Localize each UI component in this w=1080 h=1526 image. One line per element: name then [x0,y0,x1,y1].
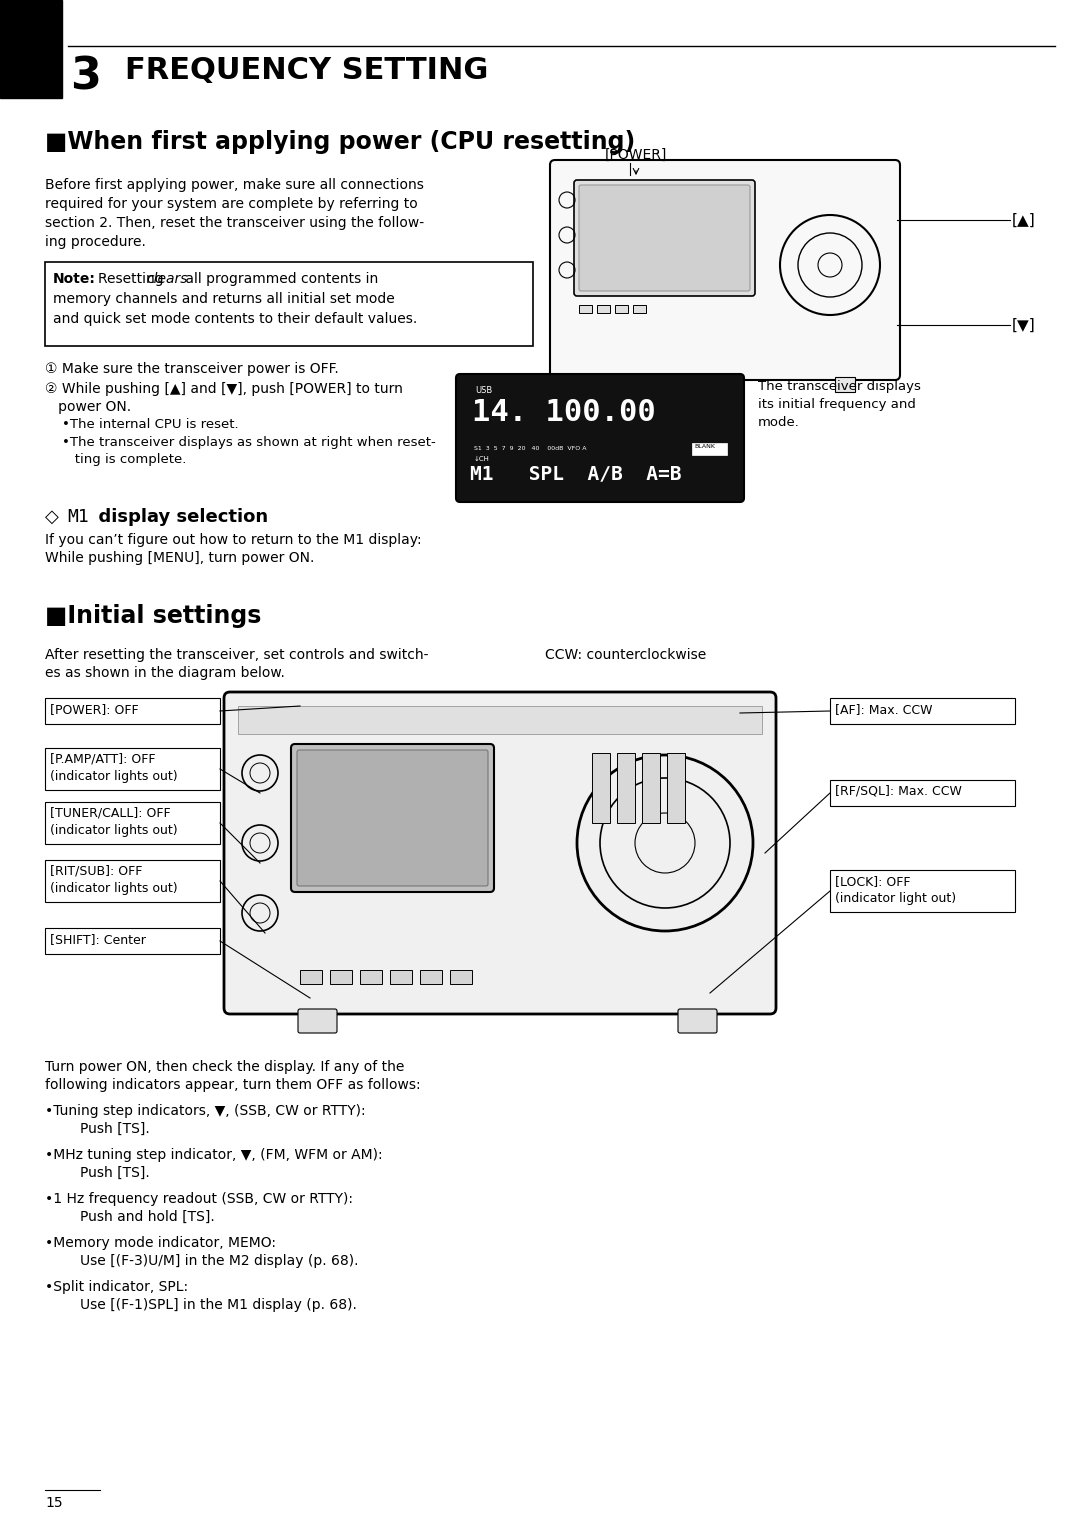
FancyBboxPatch shape [298,1009,337,1033]
Bar [592,752,610,823]
Text: ① Make sure the transceiver power is OFF.: ① Make sure the transceiver power is OFF… [45,362,339,375]
Bar [642,752,660,823]
Bar [600,377,620,392]
Text: Use [(F-3)U∕M] in the M2 display (p. 68).: Use [(F-3)U∕M] in the M2 display (p. 68)… [45,1254,359,1268]
Text: M1: M1 [67,508,89,526]
Text: ② While pushing [▲] and [▼], push [POWER] to turn: ② While pushing [▲] and [▼], push [POWER… [45,382,403,397]
Text: required for your system are complete by referring to: required for your system are complete by… [45,197,418,211]
Bar [450,971,472,984]
Bar [579,305,592,313]
FancyBboxPatch shape [573,180,755,296]
Text: Push [TS].: Push [TS]. [45,1122,150,1135]
Bar [45,748,220,790]
Text: CCW: counterclockwise: CCW: counterclockwise [545,649,706,662]
Text: •1 Hz frequency readout (SSB, CW or RTTY):: •1 Hz frequency readout (SSB, CW or RTTY… [45,1192,353,1206]
Text: [POWER]: OFF: [POWER]: OFF [50,703,138,716]
Bar [667,752,685,823]
Bar [238,707,762,734]
Text: ↓CH: ↓CH [474,456,490,462]
Bar [45,861,220,902]
Text: Use [(F-1)SPL] in the M1 display (p. 68).: Use [(F-1)SPL] in the M1 display (p. 68)… [45,1299,356,1312]
Text: and quick set mode contents to their default values.: and quick set mode contents to their def… [53,311,417,327]
Text: BLANK: BLANK [694,444,715,449]
Text: ◇: ◇ [45,508,65,526]
FancyBboxPatch shape [297,749,488,887]
Bar [831,870,1015,913]
Text: es as shown in the diagram below.: es as shown in the diagram below. [45,665,285,681]
Bar [617,752,635,823]
Text: If you can’t figure out how to return to the M1 display:: If you can’t figure out how to return to… [45,533,421,546]
Text: Note:: Note: [53,272,96,285]
Text: •Split indicator, SPL:: •Split indicator, SPL: [45,1280,188,1294]
Text: •Tuning step indicators, ▼, (SSB, CW or RTTY):: •Tuning step indicators, ▼, (SSB, CW or … [45,1103,366,1119]
Bar [300,971,322,984]
Text: power ON.: power ON. [45,400,131,414]
Bar [420,971,442,984]
Text: •The internal CPU is reset.: •The internal CPU is reset. [62,418,239,430]
FancyBboxPatch shape [678,1009,717,1033]
Text: section 2. Then, reset the transceiver using the follow-: section 2. Then, reset the transceiver u… [45,217,424,230]
Bar [633,305,646,313]
Text: M1   SPL  A∕B  A=B: M1 SPL A∕B A=B [470,464,681,484]
Text: 15: 15 [45,1495,63,1511]
Bar [45,928,220,954]
Text: FREQUENCY SETTING: FREQUENCY SETTING [125,56,488,85]
Text: After resetting the transceiver, set controls and switch-: After resetting the transceiver, set con… [45,649,429,662]
Bar [45,697,220,723]
Text: •MHz tuning step indicator, ▼, (FM, WFM or AM):: •MHz tuning step indicator, ▼, (FM, WFM … [45,1148,382,1161]
Text: its initial frequency and: its initial frequency and [758,398,916,410]
Text: display selection: display selection [86,508,268,526]
Bar [45,262,534,346]
Text: [SHIFT]: Center: [SHIFT]: Center [50,932,146,946]
Text: Before first applying power, make sure all connections: Before first applying power, make sure a… [45,179,423,192]
FancyBboxPatch shape [456,374,744,502]
Text: Resetting: Resetting [98,272,168,285]
Bar [615,305,627,313]
Bar [692,443,727,455]
Text: [RF/SQL]: Max. CCW: [RF/SQL]: Max. CCW [835,784,962,798]
Text: Turn power ON, then check the display. If any of the: Turn power ON, then check the display. I… [45,1061,404,1074]
FancyBboxPatch shape [579,185,750,291]
Text: [▼]: [▼] [1012,317,1036,333]
Text: clears: clears [146,272,188,285]
Text: all programmed contents in: all programmed contents in [181,272,378,285]
Bar [330,971,352,984]
Text: memory channels and returns all initial set mode: memory channels and returns all initial … [53,291,395,307]
Text: [POWER]: [POWER] [605,148,667,162]
FancyBboxPatch shape [550,160,900,380]
Bar [831,697,1015,723]
Text: following indicators appear, turn them OFF as follows:: following indicators appear, turn them O… [45,1077,420,1093]
Bar [360,971,382,984]
Text: [RIT/SUB]: OFF
(indicator lights out): [RIT/SUB]: OFF (indicator lights out) [50,865,177,896]
Text: S1  3  5  7  9  20   40    00dB  VFO A: S1 3 5 7 9 20 40 00dB VFO A [474,446,586,452]
Text: •Memory mode indicator, MEMO:: •Memory mode indicator, MEMO: [45,1236,276,1250]
Text: [▲]: [▲] [1012,212,1036,227]
Text: 14. 100.00: 14. 100.00 [472,398,656,427]
Text: [LOCK]: OFF
(indicator light out): [LOCK]: OFF (indicator light out) [835,874,956,905]
Text: mode.: mode. [758,417,800,429]
Text: The transceiver displays: The transceiver displays [758,380,921,394]
Bar [390,971,411,984]
Text: [AF]: Max. CCW: [AF]: Max. CCW [835,703,932,716]
Bar [835,377,855,392]
Bar [597,305,610,313]
Text: Push and hold [TS].: Push and hold [TS]. [45,1210,215,1224]
Text: USB: USB [475,386,492,395]
Bar [0,0,62,98]
Text: ting is complete.: ting is complete. [62,453,187,465]
FancyBboxPatch shape [224,691,777,1013]
FancyBboxPatch shape [291,745,494,893]
Text: Push [TS].: Push [TS]. [45,1166,150,1180]
Text: ing procedure.: ing procedure. [45,235,146,249]
Text: [TUNER/CALL]: OFF
(indicator lights out): [TUNER/CALL]: OFF (indicator lights out) [50,807,177,836]
Text: •The transceiver displays as shown at right when reset-: •The transceiver displays as shown at ri… [62,436,435,449]
Text: While pushing [MENU], turn power ON.: While pushing [MENU], turn power ON. [45,551,314,565]
Bar [831,780,1015,806]
Bar [45,803,220,844]
Text: ■Initial settings: ■Initial settings [45,604,261,629]
Text: [P.AMP/ATT]: OFF
(indicator lights out): [P.AMP/ATT]: OFF (indicator lights out) [50,752,177,783]
Text: 3: 3 [70,56,100,99]
Text: ■When first applying power (CPU resetting): ■When first applying power (CPU resettin… [45,130,635,154]
